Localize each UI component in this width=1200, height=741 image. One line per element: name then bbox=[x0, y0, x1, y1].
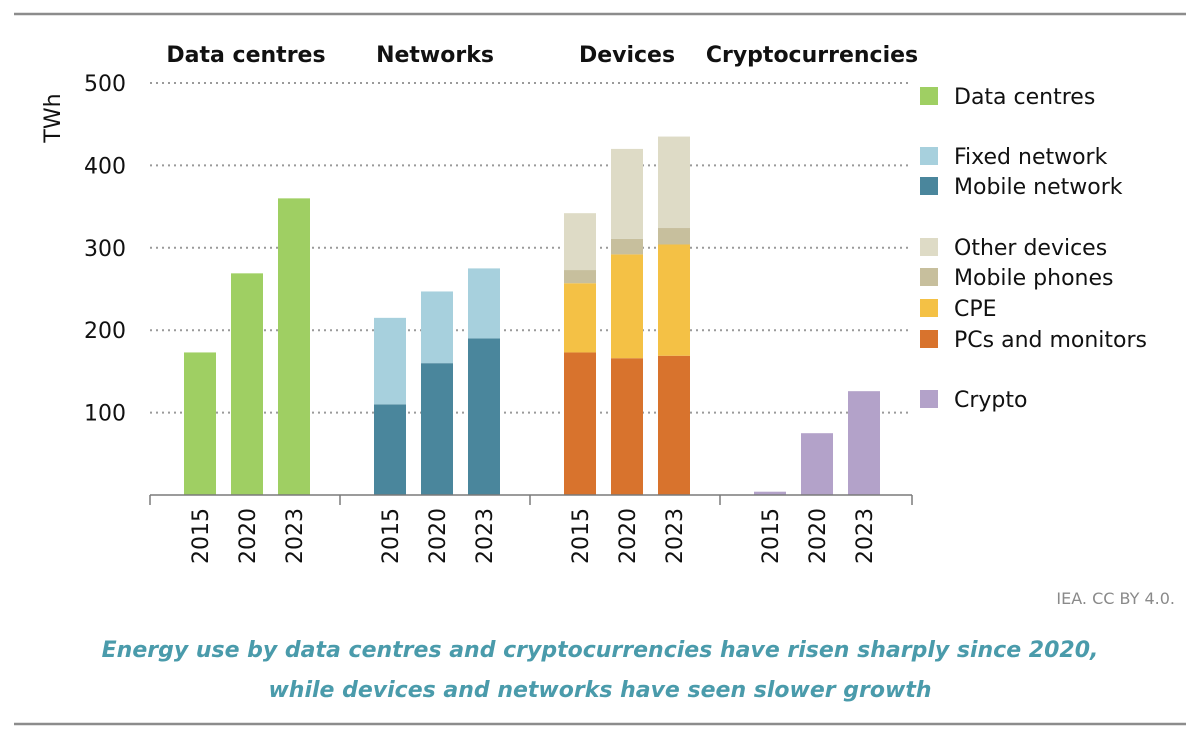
y-tick-label: 500 bbox=[84, 72, 126, 97]
bar-segment bbox=[611, 238, 643, 255]
bar-segment bbox=[421, 291, 453, 364]
bar-segment bbox=[184, 352, 216, 495]
x-tick-label: 2020 bbox=[236, 508, 261, 564]
legend-label: Mobile phones bbox=[954, 266, 1113, 291]
legend-swatch bbox=[920, 238, 938, 256]
legend: Data centres Fixed network Mobile network O… bbox=[920, 85, 1147, 413]
y-tick-label: 100 bbox=[84, 402, 126, 427]
x-tick-label: 2020 bbox=[616, 508, 641, 564]
source-note: IEA. CC BY 4.0. bbox=[1056, 589, 1175, 608]
axes: 100 200 300 400 500 2015 2020 2023 2015 2020 2023 2… bbox=[84, 72, 913, 564]
group-title: Devices bbox=[579, 43, 675, 68]
x-tick-label: 2020 bbox=[426, 508, 451, 564]
group-titles: Data centres Networks Devices Cryptocurrenc… bbox=[166, 43, 918, 68]
legend-swatch bbox=[920, 268, 938, 286]
bar-segment bbox=[468, 338, 500, 495]
bars bbox=[184, 136, 880, 496]
x-tick-label: 2023 bbox=[663, 508, 688, 564]
legend-label: Mobile network bbox=[954, 175, 1123, 200]
group-title: Networks bbox=[376, 43, 494, 68]
bar-segment bbox=[658, 228, 690, 245]
legend-label: Other devices bbox=[954, 236, 1107, 261]
y-tick-label: 200 bbox=[84, 319, 126, 344]
legend-label: CPE bbox=[954, 297, 997, 322]
bar-segment bbox=[754, 491, 786, 495]
y-tick-label: 300 bbox=[84, 237, 126, 262]
bar-segment bbox=[278, 198, 310, 496]
legend-swatch bbox=[920, 87, 938, 105]
x-tick-label: 2015 bbox=[379, 508, 404, 564]
y-axis-label: TWh bbox=[41, 93, 66, 143]
bar-segment bbox=[658, 136, 690, 229]
bar-segment bbox=[611, 148, 643, 239]
bar-segment bbox=[421, 363, 453, 495]
bar-segment bbox=[374, 404, 406, 495]
bar-segment bbox=[658, 355, 690, 495]
x-tick-label: 2023 bbox=[853, 508, 878, 564]
bar-segment bbox=[564, 213, 596, 271]
x-tick-label: 2023 bbox=[473, 508, 498, 564]
legend-label: Data centres bbox=[954, 85, 1095, 110]
x-tick-label: 2023 bbox=[283, 508, 308, 564]
bar-segment bbox=[658, 244, 690, 356]
caption-line-1: Energy use by data centres and cryptocur… bbox=[102, 638, 1099, 663]
group-title: Cryptocurrencies bbox=[706, 43, 918, 68]
bar-segment bbox=[801, 433, 833, 495]
x-tick-label: 2020 bbox=[806, 508, 831, 564]
legend-label: PCs and monitors bbox=[954, 328, 1147, 353]
bar-segment bbox=[374, 317, 406, 405]
bar-segment bbox=[468, 268, 500, 339]
bar-segment bbox=[564, 283, 596, 353]
legend-swatch bbox=[920, 299, 938, 317]
group-title: Data centres bbox=[166, 43, 325, 68]
x-tick-label: 2015 bbox=[569, 508, 594, 564]
bar-segment bbox=[611, 358, 643, 495]
x-tick-label: 2015 bbox=[759, 508, 784, 564]
bar-segment bbox=[231, 273, 263, 495]
legend-label: Crypto bbox=[954, 388, 1027, 413]
bar-segment bbox=[564, 352, 596, 495]
caption-line-2: while devices and networks have seen slo… bbox=[268, 678, 931, 703]
legend-swatch bbox=[920, 330, 938, 348]
legend-label: Fixed network bbox=[954, 145, 1108, 170]
bar-segment bbox=[564, 270, 596, 284]
y-tick-label: 400 bbox=[84, 154, 126, 179]
gridlines bbox=[150, 82, 912, 414]
x-tick-label: 2015 bbox=[189, 508, 214, 564]
bar-segment bbox=[848, 391, 880, 495]
legend-swatch bbox=[920, 390, 938, 408]
legend-swatch bbox=[920, 177, 938, 195]
bar-segment bbox=[611, 254, 643, 359]
legend-swatch bbox=[920, 147, 938, 165]
